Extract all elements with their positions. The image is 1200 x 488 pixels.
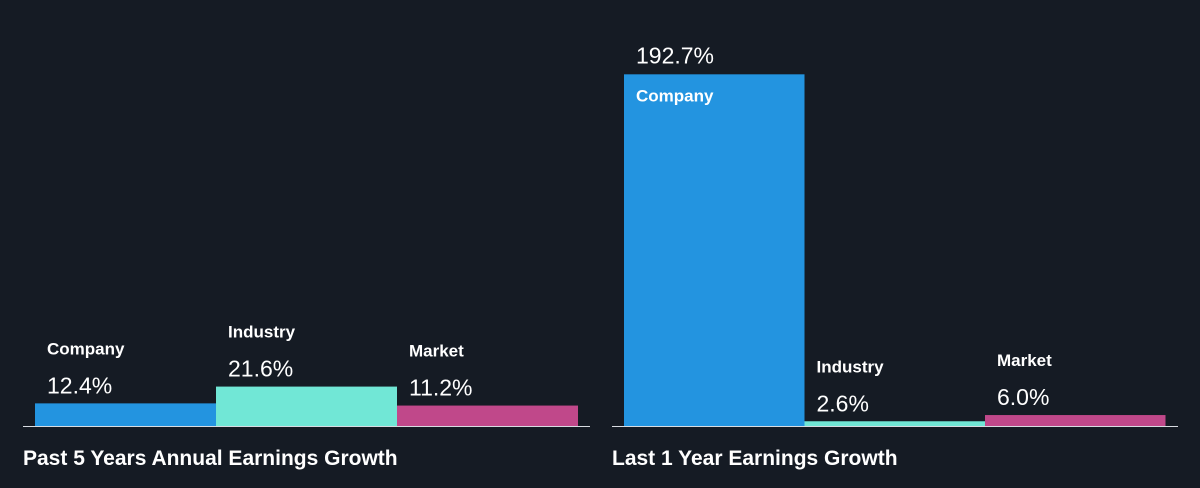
past-5-years-chart-title: Past 5 Years Annual Earnings Growth [23, 447, 398, 470]
last-1-year-chart-title: Last 1 Year Earnings Growth [612, 447, 898, 470]
past-5-years-category-label-industry: Industry [228, 323, 296, 342]
past-5-years-category-label-market: Market [409, 342, 464, 361]
past-5-years-chart: 12.4% Company 21.6% Industry 11.2% Market Past… [23, 323, 590, 470]
past-5-years-value-label-company: 12.4% [47, 372, 112, 398]
last-1-year-bar-industry [804, 421, 985, 426]
last-1-year-bar-company [624, 74, 805, 426]
last-1-year-bar-market [985, 415, 1166, 426]
last-1-year-value-label-market: 6.0% [997, 384, 1049, 410]
last-1-year-category-label-market: Market [997, 351, 1052, 370]
past-5-years-value-label-industry: 21.6% [228, 356, 293, 382]
last-1-year-value-label-company: 192.7% [636, 42, 714, 68]
last-1-year-category-label-industry: Industry [817, 357, 885, 376]
past-5-years-bar-company [35, 403, 216, 426]
last-1-year-chart: 192.7% Company 2.6% Industry 6.0% Market Last … [612, 42, 1178, 470]
past-5-years-bar-market [397, 405, 578, 426]
last-1-year-category-label-company: Company [636, 86, 714, 105]
past-5-years-category-label-company: Company [47, 339, 125, 358]
past-5-years-value-label-market: 11.2% [409, 375, 473, 401]
last-1-year-value-label-industry: 2.6% [817, 390, 869, 416]
past-5-years-bar-industry [216, 386, 397, 426]
